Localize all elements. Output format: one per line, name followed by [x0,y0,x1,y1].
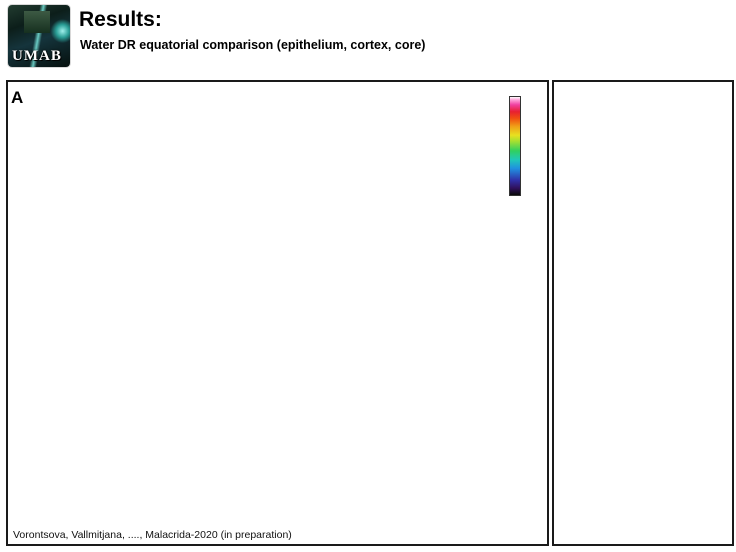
umab-logo: UMAB [8,5,70,67]
colorbar-gradient [509,96,521,196]
logo-photo-detail [24,11,50,33]
colorbar [509,94,547,198]
figure-box: A Vorontsova, Vallmitjana, ...., Malacri… [6,80,549,546]
conclusions-box [552,80,734,546]
page-subtitle: Water DR equatorial comparison (epitheli… [80,38,426,52]
page-title: Results: [79,8,162,31]
panel-c-chart-area [338,194,547,398]
citation: Vorontsova, Vallmitjana, ...., Malacrida… [13,529,292,541]
panel-d-ytick-labels [8,398,34,498]
surface-3d-plot [10,194,346,390]
panel-a-label: A [11,88,24,107]
logo-text: UMAB [12,48,62,64]
